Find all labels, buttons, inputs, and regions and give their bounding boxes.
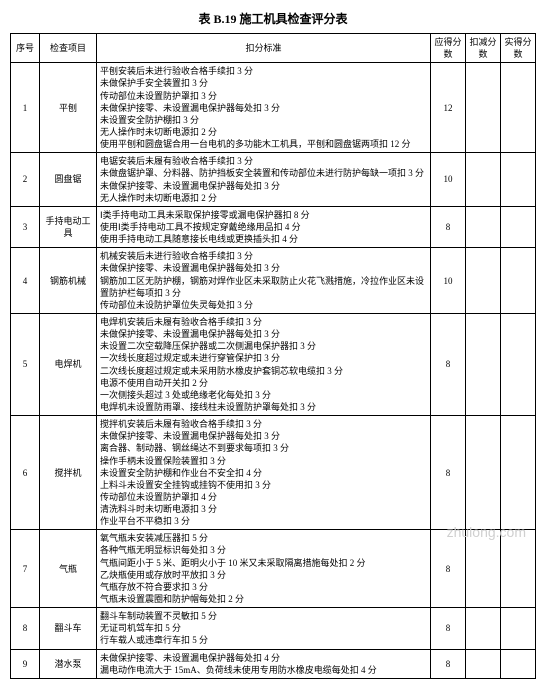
cell-standard: 电锯安装后未履有验收合格手续扣 3 分 未做盘锯护罩、分料器、防护挡板安全装置和… <box>97 153 431 207</box>
cell-score-deduct <box>466 649 501 678</box>
header-score-max: 应得分数 <box>431 34 466 63</box>
cell-item: 气瓶 <box>40 530 97 608</box>
cell-item: 平刨 <box>40 63 97 153</box>
cell-score-deduct <box>466 153 501 207</box>
header-item: 检查项目 <box>40 34 97 63</box>
cell-item: 搅拌机 <box>40 416 97 530</box>
cell-score-actual <box>501 153 536 207</box>
cell-item: 圆盘锯 <box>40 153 97 207</box>
cell-score-max: 8 <box>431 608 466 649</box>
cell-score-deduct <box>466 530 501 608</box>
cell-seq: 8 <box>11 608 40 649</box>
cell-standard: 氧气瓶未安装减压器扣 5 分 各种气瓶无明显标识每处扣 3 分 气瓶间距小于 5… <box>97 530 431 608</box>
table-row: 2圆盘锯电锯安装后未履有验收合格手续扣 3 分 未做盘锯护罩、分料器、防护挡板安… <box>11 153 536 207</box>
cell-score-max: 8 <box>431 206 466 247</box>
cell-item: 电焊机 <box>40 313 97 415</box>
header-score-actual: 实得分数 <box>501 34 536 63</box>
header-score-deduct: 扣减分数 <box>466 34 501 63</box>
header-standard: 扣分标准 <box>97 34 431 63</box>
cell-seq: 2 <box>11 153 40 207</box>
cell-item: 潜水泵 <box>40 649 97 678</box>
cell-score-deduct <box>466 608 501 649</box>
cell-standard: 机械安装后未进行验收合格手续扣 3 分 未做保护接零、未设置漏电保护器每处扣 3… <box>97 248 431 314</box>
table-row: 7气瓶氧气瓶未安装减压器扣 5 分 各种气瓶无明显标识每处扣 3 分 气瓶间距小… <box>11 530 536 608</box>
table-title: 表 B.19 施工机具检查评分表 <box>10 10 536 27</box>
cell-seq: 1 <box>11 63 40 153</box>
table-row: 4钢筋机械机械安装后未进行验收合格手续扣 3 分 未做保护接零、未设置漏电保护器… <box>11 248 536 314</box>
cell-seq: 6 <box>11 416 40 530</box>
cell-score-actual <box>501 313 536 415</box>
cell-score-max: 10 <box>431 153 466 207</box>
cell-score-actual <box>501 206 536 247</box>
cell-score-deduct <box>466 248 501 314</box>
cell-score-actual <box>501 63 536 153</box>
cell-item: 翻斗车 <box>40 608 97 649</box>
cell-standard: 未做保护接零、未设置漏电保护器每处扣 4 分 漏电动作电流大于 15mA、负荷线… <box>97 649 431 678</box>
cell-standard: 搅拌机安装后未履有验收合格手续扣 3 分 未做保护接零、未设置漏电保护器每处扣 … <box>97 416 431 530</box>
cell-seq: 3 <box>11 206 40 247</box>
scoring-table: 序号 检查项目 扣分标准 应得分数 扣减分数 实得分数 1平刨平刨安装后未进行验… <box>10 33 536 679</box>
table-row: 3手持电动工具Ⅰ类手持电动工具未采取保护接零或漏电保护器扣 8 分 使用Ⅰ类手持… <box>11 206 536 247</box>
cell-standard: 平刨安装后未进行验收合格手续扣 3 分 未做保护手安全装置扣 3 分 传动部位未… <box>97 63 431 153</box>
cell-standard: 电焊机安装后未履有验收合格手续扣 3 分 未做保护接零、未设置漏电保护器每处扣 … <box>97 313 431 415</box>
table-row: 8翻斗车翻斗车制动装置不灵敏扣 5 分 无证司机驾车扣 5 分 行车载人或违章行… <box>11 608 536 649</box>
cell-score-max: 10 <box>431 248 466 314</box>
cell-score-deduct <box>466 206 501 247</box>
table-row: 1平刨平刨安装后未进行验收合格手续扣 3 分 未做保护手安全装置扣 3 分 传动… <box>11 63 536 153</box>
cell-seq: 5 <box>11 313 40 415</box>
cell-score-actual <box>501 416 536 530</box>
cell-seq: 4 <box>11 248 40 314</box>
cell-score-actual <box>501 608 536 649</box>
header-row: 序号 检查项目 扣分标准 应得分数 扣减分数 实得分数 <box>11 34 536 63</box>
cell-standard: 翻斗车制动装置不灵敏扣 5 分 无证司机驾车扣 5 分 行车载人或违章行车扣 5… <box>97 608 431 649</box>
cell-score-deduct <box>466 63 501 153</box>
cell-score-max: 8 <box>431 649 466 678</box>
cell-score-max: 8 <box>431 416 466 530</box>
cell-standard: Ⅰ类手持电动工具未采取保护接零或漏电保护器扣 8 分 使用Ⅰ类手持电动工具不按规… <box>97 206 431 247</box>
header-seq: 序号 <box>11 34 40 63</box>
cell-score-actual <box>501 248 536 314</box>
cell-score-deduct <box>466 313 501 415</box>
cell-score-actual <box>501 530 536 608</box>
cell-seq: 9 <box>11 649 40 678</box>
cell-seq: 7 <box>11 530 40 608</box>
cell-item: 钢筋机械 <box>40 248 97 314</box>
cell-score-deduct <box>466 416 501 530</box>
table-row: 5电焊机电焊机安装后未履有验收合格手续扣 3 分 未做保护接零、未设置漏电保护器… <box>11 313 536 415</box>
cell-item: 手持电动工具 <box>40 206 97 247</box>
cell-score-actual <box>501 649 536 678</box>
cell-score-max: 8 <box>431 530 466 608</box>
table-row: 6搅拌机搅拌机安装后未履有验收合格手续扣 3 分 未做保护接零、未设置漏电保护器… <box>11 416 536 530</box>
table-row: 9潜水泵未做保护接零、未设置漏电保护器每处扣 4 分 漏电动作电流大于 15mA… <box>11 649 536 678</box>
cell-score-max: 8 <box>431 313 466 415</box>
cell-score-max: 12 <box>431 63 466 153</box>
